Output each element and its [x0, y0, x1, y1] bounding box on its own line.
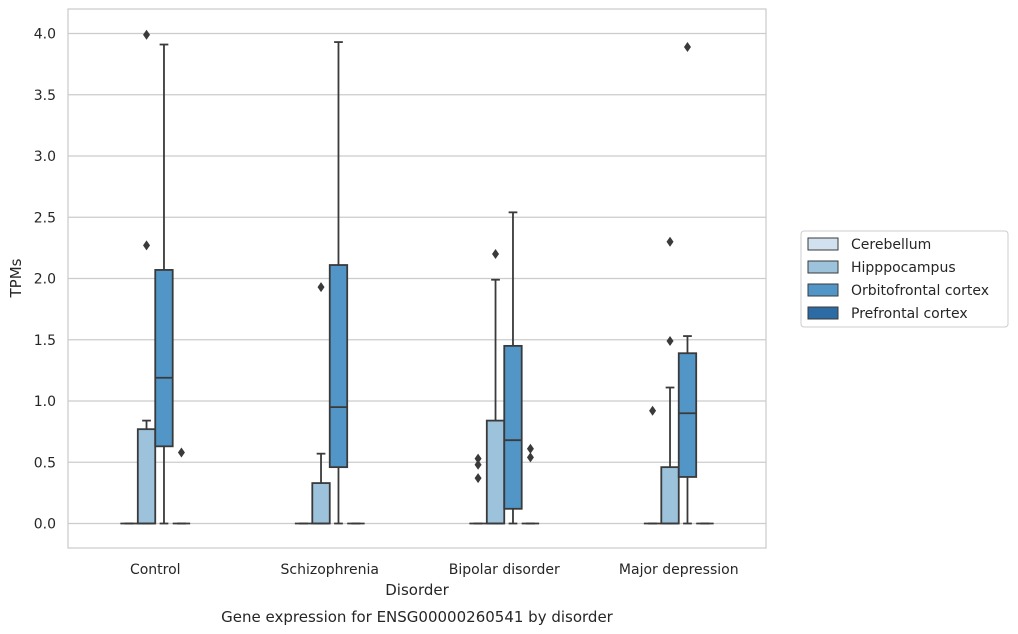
outlier-point: [526, 452, 534, 463]
y-tick-label: 3.0: [34, 149, 56, 165]
box: [328, 264, 349, 469]
outlier-point: [317, 282, 325, 293]
box-hipppocampus: [485, 249, 506, 525]
x-axis-ticks: Control Schizophrenia Bipolar disorder Majo…: [130, 562, 739, 578]
box-plot-area: [120, 29, 714, 525]
legend-swatch: [807, 237, 839, 251]
x-tick-label: Control: [130, 562, 181, 578]
legend-swatch: [807, 306, 839, 320]
x-tick-label: Schizophrenia: [281, 562, 379, 578]
box-cerebellum: [643, 405, 662, 525]
outlier-point: [474, 453, 482, 464]
legend-frame: [800, 230, 1009, 328]
y-tick-label: 3.5: [34, 88, 56, 104]
legend-label: Cerebellum: [851, 237, 931, 253]
legend-swatch: [807, 260, 839, 274]
box: [136, 428, 157, 525]
box: [677, 352, 698, 478]
y-axis-ticks: 0.0 0.5 1.0 1.5 2.0 2.5 3.0 3.5 4.0: [34, 27, 56, 533]
outlier-point: [143, 29, 151, 40]
y-tick-label: 1.0: [34, 394, 56, 410]
y-tick-label: 4.0: [34, 27, 56, 43]
y-tick-label: 0.5: [34, 455, 56, 471]
y-axis-label: TPMs: [7, 258, 25, 298]
y-tick-label: 2.5: [34, 210, 56, 226]
box: [311, 482, 331, 525]
legend-label: Orbitofrontal cortex: [851, 283, 989, 299]
outlier-point: [474, 473, 482, 484]
box-prefrontal-cortex: [172, 447, 191, 525]
outlier-point: [649, 405, 657, 416]
outlier-point: [666, 335, 674, 346]
outlier-point: [474, 459, 482, 470]
outlier-point: [143, 240, 151, 251]
box-orbitofrontal-cortex: [154, 43, 174, 525]
legend-label: Hipppocampus: [851, 260, 956, 276]
box: [503, 344, 523, 510]
plot-frame: [67, 8, 767, 549]
box-orbitofrontal-cortex: [503, 211, 523, 525]
box-prefrontal-cortex: [521, 443, 540, 525]
legend-label: Prefrontal cortex: [851, 306, 968, 322]
y-tick-label: 2.0: [34, 272, 56, 288]
box: [154, 269, 174, 448]
box-hipppocampus: [660, 236, 680, 525]
box-orbitofrontal-cortex: [328, 41, 349, 525]
box-cerebellum: [469, 453, 487, 525]
box: [660, 466, 680, 525]
box-hipppocampus: [311, 282, 331, 525]
legend-swatch: [807, 283, 839, 297]
box-orbitofrontal-cortex: [677, 41, 698, 525]
chart-caption: Gene expression for ENSG00000260541 by d…: [221, 608, 614, 626]
box-hipppocampus: [136, 29, 157, 525]
outlier-point: [492, 249, 500, 259]
x-tick-label: Major depression: [619, 562, 739, 578]
outlier-point: [683, 41, 691, 52]
outlier-point: [177, 447, 185, 458]
grid-lines: [68, 32, 766, 525]
outlier-point: [526, 443, 534, 454]
y-tick-label: 0.0: [34, 517, 56, 533]
x-axis-label: Disorder: [385, 581, 449, 599]
y-tick-label: 1.5: [34, 333, 56, 349]
box: [485, 419, 506, 525]
outlier-point: [666, 236, 674, 247]
legend: Cerebellum Hipppocampus Orbitofrontal cort…: [800, 230, 1009, 328]
x-tick-label: Bipolar disorder: [449, 562, 560, 578]
